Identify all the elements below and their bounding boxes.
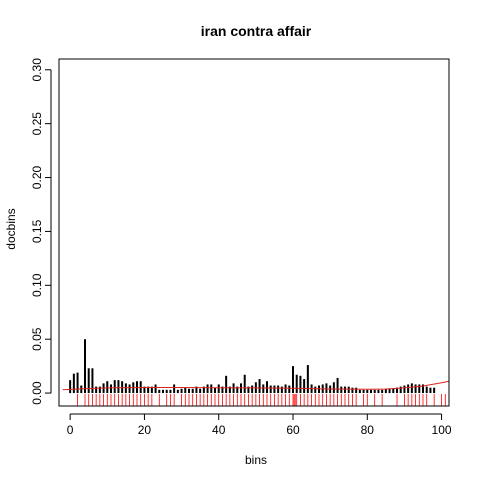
y-tick-label-4: 0.20 — [30, 165, 44, 189]
x-tick-label-20: 20 — [138, 423, 152, 437]
plot-frame — [58, 58, 450, 407]
y-tick-label-2: 0.10 — [30, 273, 44, 297]
y-tick-label-3: 0.15 — [30, 219, 44, 243]
y-axis-label: docbins — [4, 208, 18, 249]
x-tick-label-100: 100 — [432, 423, 452, 437]
x-tick-label-40: 40 — [212, 423, 226, 437]
chart-title: iran contra affair — [201, 23, 312, 39]
y-tick-label-0: 0.00 — [30, 381, 44, 405]
x-tick-label-80: 80 — [361, 423, 375, 437]
y-tick-label-1: 0.05 — [30, 327, 44, 351]
x-axis-label: bins — [245, 453, 267, 467]
trend-line — [62, 380, 450, 391]
plot-area — [62, 339, 450, 406]
y-tick-label-5: 0.25 — [30, 112, 44, 136]
x-tick-label-0: 0 — [67, 423, 74, 437]
x-tick-label-60: 60 — [286, 423, 300, 437]
y-tick-label-6: 0.30 — [30, 58, 44, 82]
